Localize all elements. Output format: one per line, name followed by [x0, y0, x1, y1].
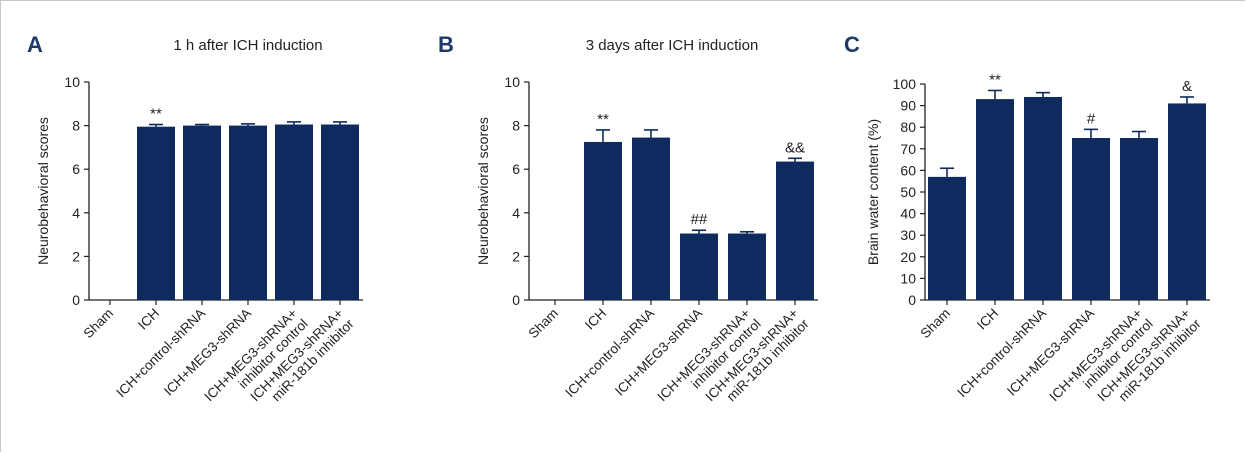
x-tick-label: Sham [526, 306, 562, 342]
bar [1120, 138, 1158, 300]
y-tick-label: 100 [893, 76, 917, 92]
y-tick-label: 0 [512, 292, 520, 308]
chart-title: 3 days after ICH induction [586, 37, 759, 54]
bar [321, 124, 359, 300]
panel-letter: C [844, 32, 860, 57]
panel-a: A 1 h after ICH induction Neurobehavioral … [27, 32, 363, 404]
bar [776, 161, 814, 300]
y-tick-label: 10 [900, 270, 916, 286]
bar [137, 126, 175, 300]
y-tick-label: 90 [900, 98, 916, 114]
bar [1072, 138, 1110, 300]
significance-marker: & [1182, 78, 1192, 95]
panel-letter: B [438, 32, 454, 57]
y-tick-label: 4 [512, 205, 520, 221]
y-tick-label: 4 [72, 205, 80, 221]
bar [1024, 96, 1062, 301]
significance-marker: ** [989, 71, 1001, 88]
bar [728, 233, 766, 300]
y-tick-label: 6 [72, 161, 80, 177]
panel-b: B 3 days after ICH induction Neurobehavior… [438, 32, 818, 404]
bar [229, 125, 267, 300]
y-tick-label: 2 [72, 248, 80, 264]
significance-marker: ** [150, 106, 162, 123]
y-tick-label: 10 [504, 74, 520, 90]
y-tick-label: 40 [900, 206, 916, 222]
y-tick-label: 8 [512, 118, 520, 134]
y-tick-label: 6 [512, 161, 520, 177]
y-axis-label: Brain water content (%) [865, 119, 881, 265]
bar [680, 233, 718, 300]
x-tick-label: ICH+control-shRNA [954, 306, 1049, 401]
significance-marker: ** [597, 111, 609, 128]
y-tick-label: 10 [64, 74, 80, 90]
y-tick-label: 30 [900, 227, 916, 243]
x-tick-label: ICH [135, 306, 162, 333]
y-axis-label: Neurobehavioral scores [35, 117, 51, 265]
y-tick-label: 0 [72, 292, 80, 308]
x-tick-label: Sham [81, 306, 117, 342]
bar [584, 141, 622, 300]
bar [275, 124, 313, 300]
significance-marker: && [785, 139, 805, 156]
bar [976, 99, 1014, 301]
significance-marker: ## [691, 211, 708, 228]
y-tick-label: 8 [72, 118, 80, 134]
y-axis-label: Neurobehavioral scores [475, 117, 491, 265]
panel-letter: A [27, 32, 43, 57]
bar [632, 137, 670, 300]
x-tick-label: Sham [918, 306, 954, 342]
x-tick-label: ICH+control-shRNA [113, 306, 208, 401]
chart-title: 1 h after ICH induction [173, 37, 322, 54]
significance-marker: # [1087, 110, 1096, 127]
y-tick-label: 20 [900, 249, 916, 265]
x-tick-label: ICH [974, 306, 1001, 333]
y-tick-label: 70 [900, 141, 916, 157]
x-tick-label: ICH+control-shRNA [562, 306, 657, 401]
bar [928, 176, 966, 300]
y-tick-label: 60 [900, 162, 916, 178]
bar [1168, 103, 1206, 300]
y-tick-label: 50 [900, 184, 916, 200]
y-tick-label: 2 [512, 248, 520, 264]
x-tick-label: ICH [582, 306, 609, 333]
panel-c: C Brain water content (%) 0 10 20 30 40 50 60 70 8… [844, 32, 1210, 404]
y-tick-label: 80 [900, 119, 916, 135]
bar [183, 125, 221, 300]
y-tick-label: 0 [908, 292, 916, 308]
